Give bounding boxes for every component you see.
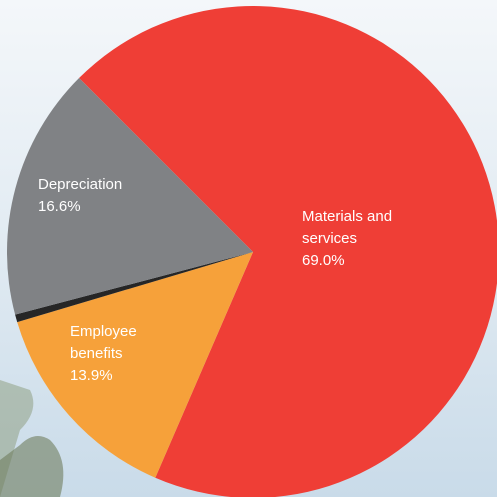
slice-name: Depreciation (38, 176, 123, 193)
slice-label: Employee benefits 13.9% (70, 321, 160, 387)
slice-label: Materials and services 69.0% (302, 206, 442, 272)
slice-label: Depreciation 16.6% (38, 174, 158, 218)
slice-value: 13.9% (70, 367, 113, 384)
slice-name: Employee benefits (70, 323, 137, 362)
pie-slice (7, 78, 254, 315)
pie-slice (15, 252, 254, 323)
pie-slice (79, 6, 497, 497)
slice-name: Materials and services (302, 208, 393, 247)
background-tree (0, 436, 64, 497)
pie-slice (17, 252, 253, 478)
slice-value: 69.0% (302, 252, 345, 269)
slice-value: 16.6% (38, 198, 81, 215)
